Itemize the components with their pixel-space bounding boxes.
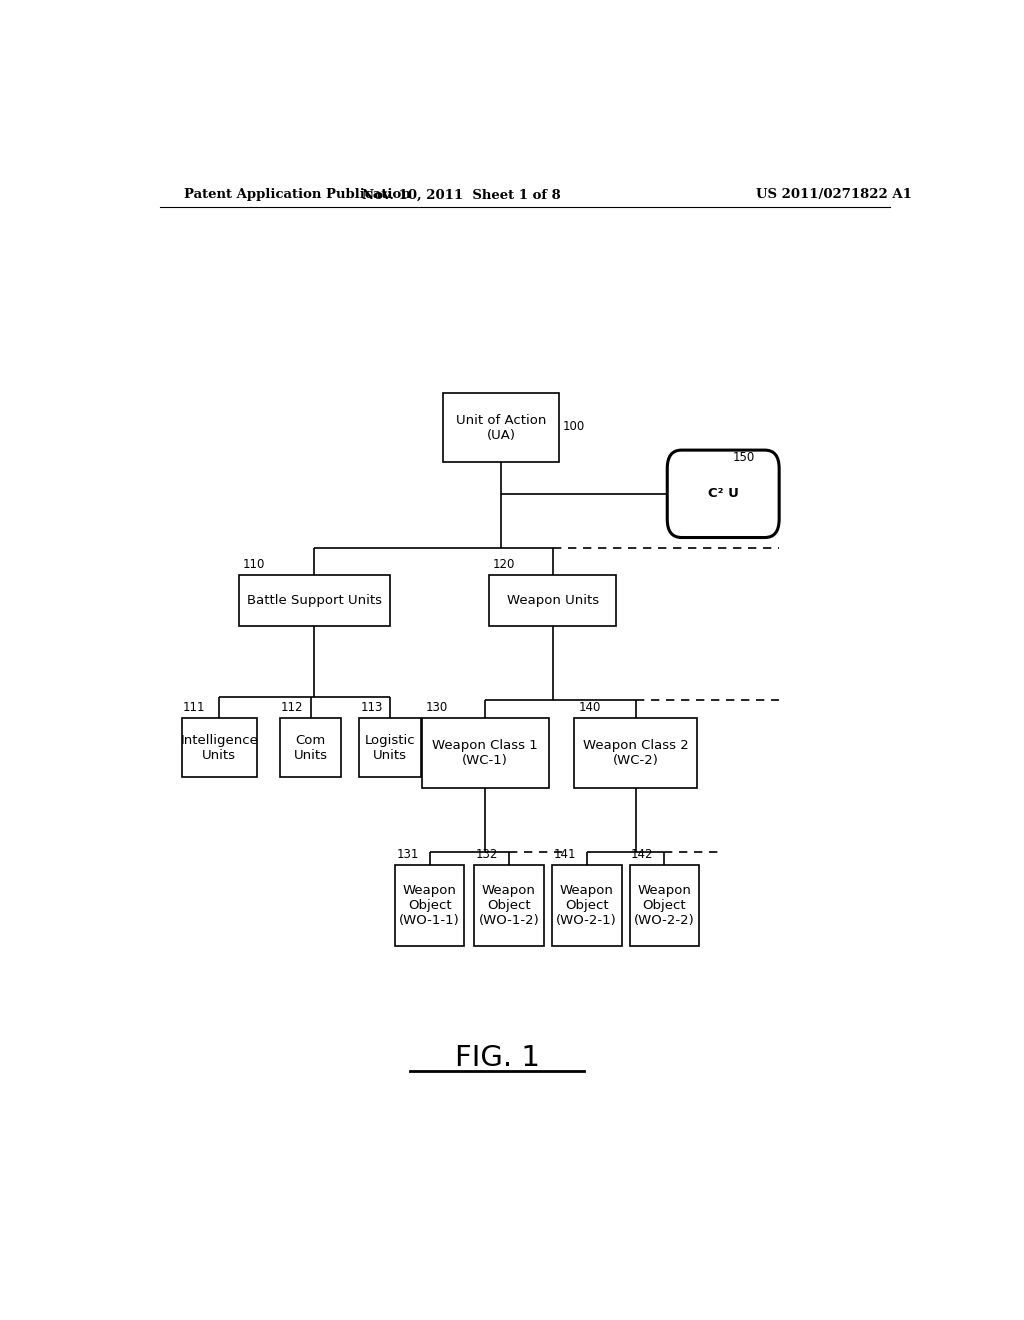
Text: Weapon
Object
(WO-1-1): Weapon Object (WO-1-1): [399, 884, 460, 927]
FancyBboxPatch shape: [443, 393, 558, 462]
FancyBboxPatch shape: [280, 718, 341, 777]
Text: 131: 131: [396, 847, 419, 861]
FancyBboxPatch shape: [552, 865, 622, 946]
Text: Patent Application Publication: Patent Application Publication: [183, 189, 411, 202]
FancyBboxPatch shape: [394, 865, 465, 946]
Text: FIG. 1: FIG. 1: [455, 1044, 540, 1072]
FancyBboxPatch shape: [474, 865, 544, 946]
Text: 100: 100: [562, 420, 585, 433]
FancyBboxPatch shape: [359, 718, 421, 777]
Text: 142: 142: [631, 847, 653, 861]
Text: 150: 150: [733, 451, 756, 465]
Text: 113: 113: [360, 701, 383, 714]
Text: 140: 140: [579, 701, 601, 714]
Text: 112: 112: [282, 701, 304, 714]
FancyBboxPatch shape: [574, 718, 697, 788]
Text: 110: 110: [243, 558, 265, 572]
Text: 111: 111: [183, 701, 206, 714]
Text: Battle Support Units: Battle Support Units: [247, 594, 382, 607]
Text: Weapon Class 2
(WC-2): Weapon Class 2 (WC-2): [583, 739, 689, 767]
FancyBboxPatch shape: [422, 718, 549, 788]
Text: Weapon
Object
(WO-2-2): Weapon Object (WO-2-2): [634, 884, 695, 927]
Text: 132: 132: [475, 847, 498, 861]
Text: 120: 120: [494, 558, 515, 572]
FancyBboxPatch shape: [181, 718, 257, 777]
Text: Weapon Class 1
(WC-1): Weapon Class 1 (WC-1): [432, 739, 538, 767]
FancyBboxPatch shape: [630, 865, 699, 946]
Text: Logistic
Units: Logistic Units: [365, 734, 415, 762]
Text: Nov. 10, 2011  Sheet 1 of 8: Nov. 10, 2011 Sheet 1 of 8: [361, 189, 561, 202]
Text: Intelligence
Units: Intelligence Units: [180, 734, 258, 762]
Text: Unit of Action
(UA): Unit of Action (UA): [456, 413, 546, 442]
Text: Com
Units: Com Units: [294, 734, 328, 762]
Text: Weapon
Object
(WO-1-2): Weapon Object (WO-1-2): [478, 884, 540, 927]
FancyBboxPatch shape: [489, 576, 616, 626]
Text: 130: 130: [426, 701, 447, 714]
FancyBboxPatch shape: [668, 450, 779, 537]
Text: C² U: C² U: [708, 487, 738, 500]
Text: US 2011/0271822 A1: US 2011/0271822 A1: [757, 189, 912, 202]
FancyBboxPatch shape: [239, 576, 390, 626]
Text: Weapon Units: Weapon Units: [507, 594, 599, 607]
Text: Weapon
Object
(WO-2-1): Weapon Object (WO-2-1): [556, 884, 617, 927]
Text: 141: 141: [553, 847, 575, 861]
